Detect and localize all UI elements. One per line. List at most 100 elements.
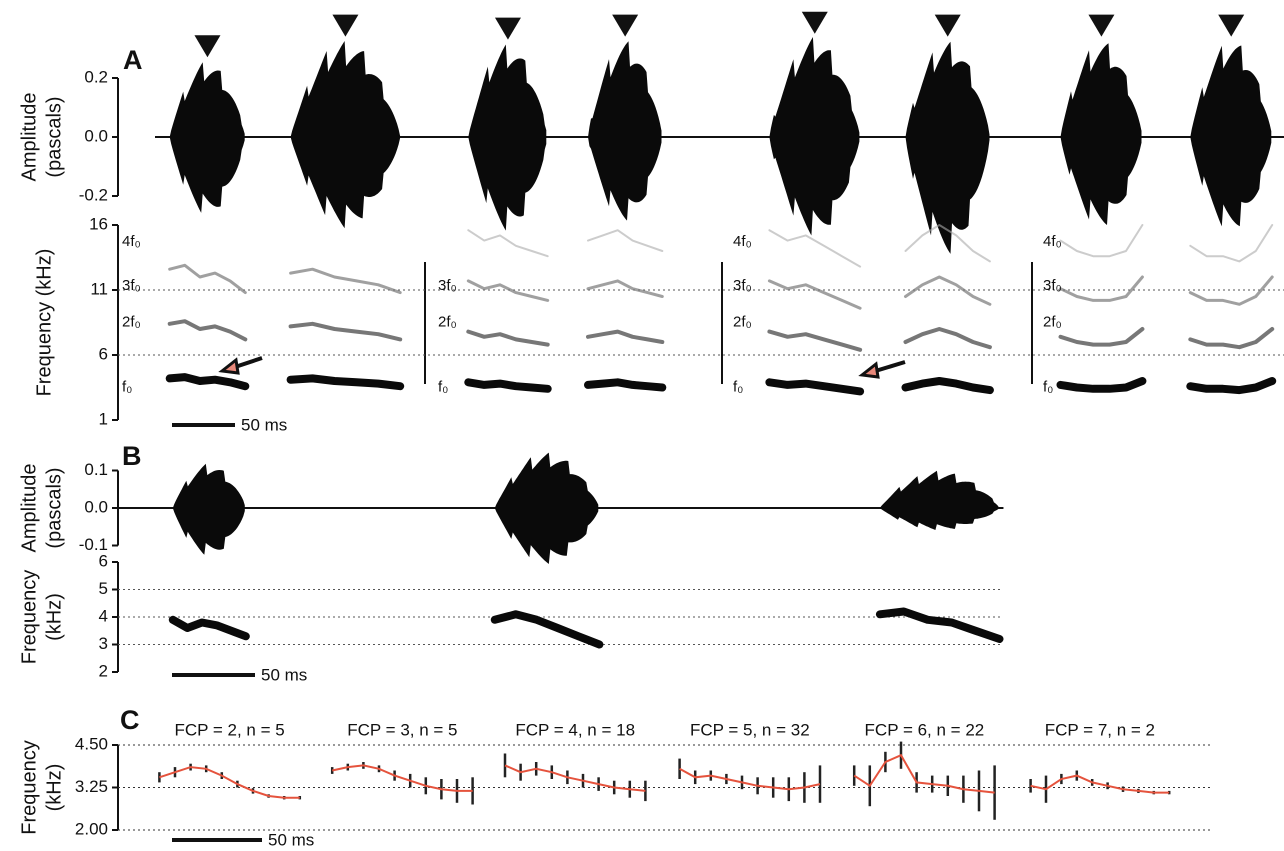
y-tick-label: -0.2 bbox=[79, 185, 108, 204]
group-title: FCP = 4, n = 18 bbox=[515, 720, 635, 739]
harmonic-label: 3f₀ bbox=[438, 277, 457, 294]
f0-contour bbox=[468, 382, 547, 389]
harmonic-label: 2f₀ bbox=[733, 313, 752, 330]
harmonic-contour bbox=[1061, 329, 1143, 345]
harmonic-contour bbox=[1190, 277, 1272, 304]
f0-contour bbox=[173, 620, 246, 637]
harmonic-contour bbox=[291, 324, 401, 340]
f0-contour bbox=[1190, 381, 1272, 390]
harmonic-contour bbox=[1061, 277, 1143, 300]
mean-line bbox=[159, 767, 299, 798]
harmonic-label: 4f₀ bbox=[733, 233, 752, 250]
mean-line bbox=[854, 755, 994, 792]
harmonic-contour bbox=[588, 281, 662, 297]
harmonic-contour bbox=[291, 269, 401, 292]
y-tick-label: 2.00 bbox=[75, 819, 108, 838]
harmonic-contour bbox=[588, 332, 662, 342]
harmonic-label: 2f₀ bbox=[1043, 313, 1062, 330]
harmonic-contour bbox=[1190, 329, 1272, 347]
panel-label: A bbox=[123, 45, 143, 75]
waveform-syllable bbox=[906, 42, 990, 254]
harmonic-label: 4f₀ bbox=[1043, 233, 1062, 250]
panel-label: B bbox=[122, 441, 142, 471]
harmonic-label: 2f₀ bbox=[438, 313, 457, 330]
harmonic-contour bbox=[170, 321, 246, 339]
waveform-syllable bbox=[880, 471, 999, 530]
y-axis-title: Frequency bbox=[18, 570, 40, 665]
harmonic-contour bbox=[769, 332, 860, 350]
waveform-syllable bbox=[291, 41, 401, 228]
y-tick-label: 5 bbox=[99, 579, 108, 598]
panel-label: C bbox=[120, 705, 140, 735]
f0-contour bbox=[495, 614, 600, 644]
y-axis-title: Amplitude bbox=[18, 93, 40, 182]
group-title: FCP = 7, n = 2 bbox=[1045, 720, 1155, 739]
harmonic-contour bbox=[468, 281, 547, 301]
f0-contour bbox=[291, 378, 401, 386]
harmonic-label: f₀ bbox=[733, 378, 743, 395]
group-title: FCP = 3, n = 5 bbox=[347, 720, 457, 739]
waveform-syllable bbox=[468, 45, 546, 231]
y-axis-title: Frequency (kHz) bbox=[33, 249, 55, 397]
peak-marker bbox=[332, 15, 358, 37]
y-tick-label: 0.0 bbox=[84, 497, 108, 516]
peak-marker bbox=[802, 12, 828, 34]
peak-marker bbox=[194, 35, 220, 57]
y-axis-title: Amplitude bbox=[18, 464, 40, 553]
f0-contour bbox=[1061, 381, 1143, 389]
peak-marker bbox=[495, 18, 521, 40]
waveform-syllable bbox=[173, 464, 245, 555]
f0-contour bbox=[769, 382, 860, 391]
harmonic-label: 2f₀ bbox=[122, 313, 141, 330]
y-axis-title: Frequency bbox=[18, 740, 40, 835]
y-tick-label: 16 bbox=[89, 214, 108, 233]
y-tick-label: 6 bbox=[99, 344, 108, 363]
scale-bar-label: 50 ms bbox=[268, 830, 314, 849]
mean-line bbox=[680, 769, 820, 789]
y-tick-label: 1 bbox=[99, 409, 108, 428]
group-title: FCP = 2, n = 5 bbox=[174, 720, 284, 739]
group-title: FCP = 5, n = 32 bbox=[690, 720, 810, 739]
harmonic-contour bbox=[906, 277, 990, 304]
waveform-syllable bbox=[170, 62, 245, 213]
y-tick-label: 2 bbox=[99, 661, 108, 680]
separator bbox=[425, 262, 1032, 384]
y-tick-label: 11 bbox=[90, 279, 108, 298]
y-tick-label: 4.50 bbox=[75, 734, 108, 753]
harmonic-label: f₀ bbox=[122, 378, 132, 395]
figure: AAmplitude(pascals)0.20.0-0.2Frequency (… bbox=[0, 0, 1284, 851]
y-tick-label: 3 bbox=[99, 634, 108, 653]
harmonic-label: 3f₀ bbox=[1043, 277, 1062, 294]
waveform-syllable bbox=[1061, 43, 1142, 225]
peak-marker bbox=[935, 15, 961, 37]
y-tick-label: 0.1 bbox=[84, 460, 108, 479]
peak-marker bbox=[1218, 15, 1244, 37]
harmonic-label: 4f₀ bbox=[122, 233, 141, 250]
f0-contour bbox=[906, 381, 990, 390]
y-tick-label: 4 bbox=[99, 606, 108, 625]
arrow bbox=[222, 358, 905, 377]
harmonic-contour bbox=[906, 329, 990, 347]
harmonic-contour bbox=[468, 230, 547, 256]
waveform-syllable bbox=[495, 453, 599, 564]
harmonic-label: f₀ bbox=[438, 378, 448, 395]
harmonic-label: f₀ bbox=[1043, 378, 1053, 395]
peak-marker bbox=[612, 15, 638, 37]
y-tick-label: 0.2 bbox=[84, 67, 108, 86]
f0-contour bbox=[588, 382, 662, 387]
y-axis-title: (kHz) bbox=[43, 593, 65, 641]
harmonic-label: 3f₀ bbox=[122, 277, 141, 294]
peak-marker bbox=[1088, 15, 1114, 37]
harmonic-contour bbox=[468, 332, 547, 345]
y-axis-title: (pascals) bbox=[43, 467, 65, 548]
waveform-syllable bbox=[588, 41, 662, 220]
harmonic-contour bbox=[769, 230, 860, 266]
harmonic-contour bbox=[769, 281, 860, 308]
harmonic-contour bbox=[588, 230, 662, 251]
waveform-syllable bbox=[1190, 46, 1271, 227]
harmonic-contour bbox=[170, 265, 246, 292]
scale-bar-label: 50 ms bbox=[241, 415, 287, 434]
harmonic-contour bbox=[1190, 225, 1272, 261]
group-title: FCP = 6, n = 22 bbox=[865, 720, 985, 739]
mean-line bbox=[1031, 776, 1170, 793]
